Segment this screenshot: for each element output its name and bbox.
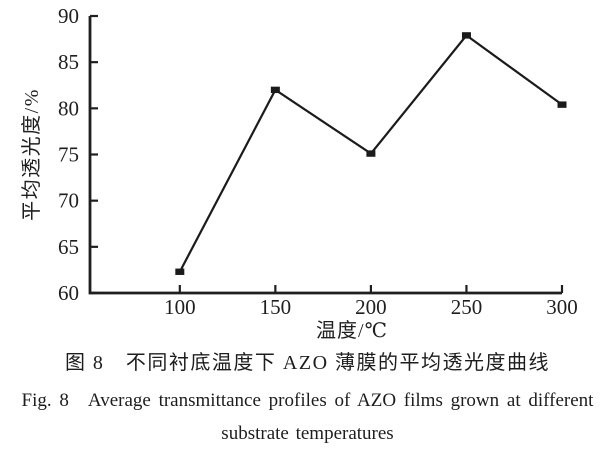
y-tick-label: 90 — [58, 4, 79, 28]
y-axis-label: 平均透光度/% — [20, 88, 43, 221]
data-point — [175, 268, 185, 275]
transmittance-chart: 60 65 70 75 80 85 90 100 150 200 250 300 温度/℃ 平均透光度/% — [20, 4, 578, 340]
y-tick-label: 75 — [58, 143, 79, 167]
x-tick-label: 300 — [546, 295, 578, 319]
y-tick-label: 80 — [58, 96, 79, 120]
chart-svg: 60 65 70 75 80 85 90 100 150 200 250 300 温度/℃ 平均透光度/% — [20, 4, 578, 340]
caption-english-line1: Fig. 8 Average transmittance profiles of… — [21, 390, 594, 411]
caption-chinese: 图 8 不同衬底温度下 AZO 薄膜的平均透光度曲线 — [64, 352, 551, 374]
axis-lines — [88, 16, 562, 295]
x-tick-label: 250 — [451, 295, 483, 319]
y-tick-label: 65 — [58, 235, 79, 259]
data-point — [461, 32, 471, 39]
data-point — [557, 101, 567, 108]
y-tick-label: 85 — [58, 50, 79, 74]
data-point — [366, 150, 376, 157]
data-point — [270, 86, 280, 94]
y-tick-label: 60 — [58, 281, 79, 305]
x-tick-label: 100 — [164, 295, 196, 319]
x-axis-label: 温度/℃ — [316, 319, 388, 340]
x-tick-label: 200 — [355, 295, 387, 319]
caption-english-line2: substrate temperatures — [221, 423, 394, 444]
x-tick-label: 150 — [260, 295, 292, 319]
y-tick-label: 70 — [58, 189, 79, 213]
